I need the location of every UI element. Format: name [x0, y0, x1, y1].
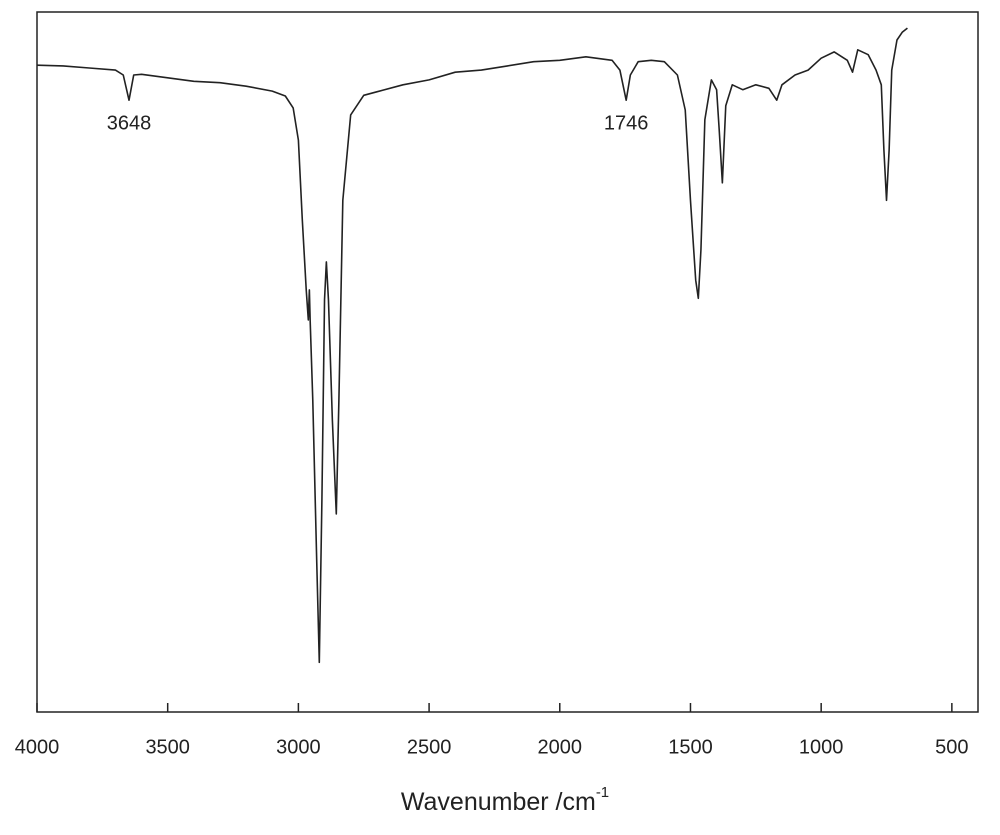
peak-annotation: 1746	[604, 112, 649, 134]
x-tick-label: 3500	[145, 736, 190, 758]
x-tick-label: 1000	[799, 736, 844, 758]
x-tick-label: 2500	[407, 736, 452, 758]
x-tick-label: 3000	[276, 736, 321, 758]
peak-annotation: 3648	[107, 112, 152, 134]
x-axis-label-superscript: -1	[596, 784, 609, 801]
x-axis-label: Wavenumber /cm-1	[401, 784, 609, 816]
x-tick-label: 500	[935, 736, 968, 758]
x-tick-label: 4000	[15, 736, 60, 758]
x-axis-label-text: Wavenumber /cm	[401, 788, 596, 816]
x-tick-label: 1500	[668, 736, 713, 758]
plot-frame	[36, 11, 979, 713]
x-tick-label: 2000	[538, 736, 583, 758]
spectrum-line	[36, 27, 908, 664]
